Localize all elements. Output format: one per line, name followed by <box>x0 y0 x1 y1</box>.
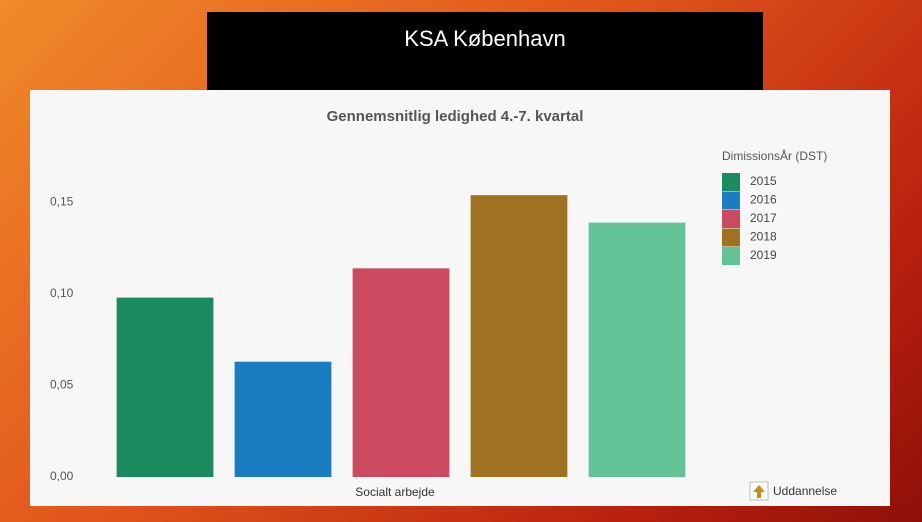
legend-label: 2019 <box>750 248 777 262</box>
button-arrow[interactable] <box>753 485 765 498</box>
header-title: KSA København <box>404 26 565 51</box>
legend-label: 2016 <box>750 193 777 207</box>
bar <box>116 297 214 477</box>
bar <box>234 361 332 477</box>
button-label[interactable]: Uddannelse <box>773 484 837 498</box>
y-tick-label: 0,00 <box>50 469 74 483</box>
y-tick-label: 0,10 <box>50 286 74 300</box>
legend-label: 2017 <box>750 211 777 225</box>
legend-label: 2018 <box>750 230 777 244</box>
legend-swatch <box>722 191 740 210</box>
legend-swatch <box>722 247 740 265</box>
button[interactable]: Uddannelse <box>749 481 837 501</box>
y-tick-label: 0,05 <box>50 378 74 392</box>
bar <box>588 222 686 477</box>
legend-swatch <box>722 210 740 228</box>
chart-title: Gennemsnitlig ledighed 4.-7. kvartal <box>327 108 584 125</box>
legend-swatch <box>722 228 740 247</box>
y-tick-label: 0,15 <box>50 195 74 209</box>
legend-title: DimissionsÅr (DST) <box>722 148 827 163</box>
header-bar <box>207 12 763 91</box>
bar <box>352 268 450 477</box>
x-tick-label: Socialt arbejde <box>355 485 435 499</box>
legend-label: 2015 <box>750 174 777 188</box>
bar <box>470 195 568 477</box>
legend-swatch <box>722 173 740 191</box>
